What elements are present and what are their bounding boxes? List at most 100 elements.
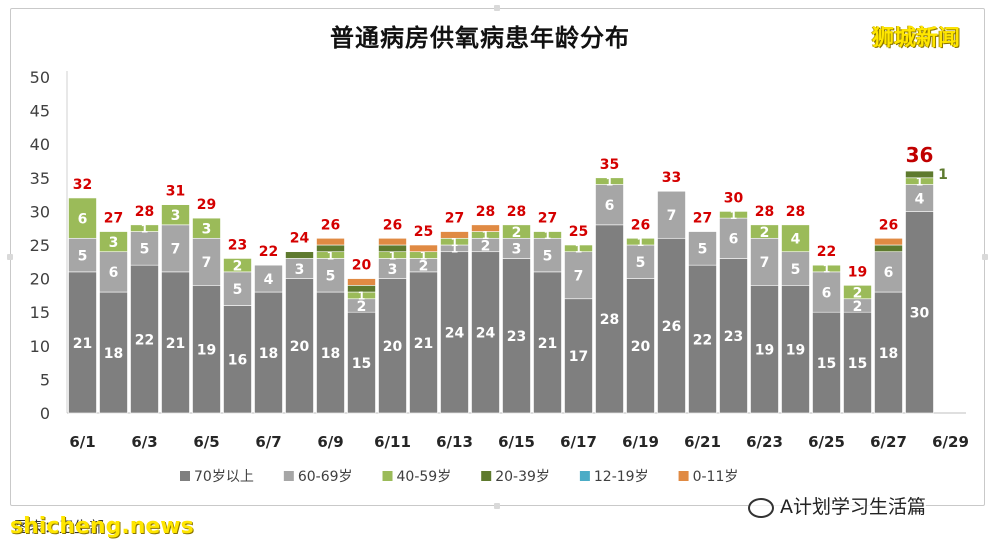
x-tick-label: 6/19 [622,433,659,451]
data-label: 24 [445,326,465,342]
bar-segment [812,264,841,273]
data-label: 1 [420,249,428,262]
bar-segment [378,278,407,414]
bar-segment [223,271,252,306]
total-label: 27 [104,211,123,227]
bar-segment [719,217,748,259]
data-label: 15 [817,356,836,372]
bar-segment [750,285,779,414]
legend-swatch [481,471,492,481]
data-label: 19 [197,342,216,358]
y-tick-label: 35 [30,169,50,188]
bar-segment [347,278,376,286]
bar-segment [502,224,531,239]
data-label: 7 [202,255,212,271]
data-label: 1 [358,290,366,303]
data-label: 6 [884,265,894,281]
bar-segment [471,251,500,414]
total-label: 19 [848,264,867,280]
data-label: 3 [202,222,212,238]
data-label: 3 [512,242,522,258]
bar-segment [254,264,283,293]
bar-segment [223,305,252,414]
total-label: 26 [631,217,650,233]
total-label: 28 [755,204,774,220]
data-label: 20 [631,339,651,355]
data-label: 7 [574,269,584,285]
bar-segment [130,224,159,232]
data-label: 1 [823,263,831,276]
x-tick-label: 6/7 [255,433,281,451]
resize-handle-top[interactable] [494,5,500,11]
data-label: 4 [791,232,801,248]
data-label: 3 [388,262,398,278]
bar-segment [564,251,593,300]
data-label: 21 [166,336,185,352]
total-label: 23 [228,237,247,253]
total-label: 28 [786,204,805,220]
bar-segment [68,197,97,239]
total-label: 22 [259,244,278,260]
caption: 图表：卫生部 [14,518,105,536]
bar-segment [595,184,624,226]
data-label: 1 [451,236,459,249]
data-label: 1 [730,209,738,222]
data-label: 19 [786,342,805,358]
bar-segment [161,204,190,226]
data-label: 3 [171,208,181,224]
data-label: 6 [78,211,88,227]
y-tick-label: 25 [30,236,50,255]
total-label: 30 [724,190,744,206]
total-label: 26 [321,217,340,233]
bar-segment [874,244,903,253]
bar-segment [192,285,221,414]
bar-segment [905,211,934,414]
bar-segment [595,177,624,185]
data-label: 5 [233,282,243,298]
legend-layer: 70岁以上 60-69岁 40-59岁 20-39岁 12-19岁 0-11岁 [180,469,738,485]
watermark-text: A计划学习生活篇 [780,496,926,518]
bar-segment [657,237,686,414]
x-tick-label: 6/17 [560,433,597,451]
bar-segment [874,237,903,246]
x-tick-label: 6/9 [317,433,343,451]
bar-segment [161,224,190,273]
bar-segment [533,237,562,273]
data-label: 5 [140,242,150,258]
bar-segment [626,244,655,279]
data-label: 2 [419,258,429,274]
bar-segment [843,285,872,300]
x-tick-label: 6/1 [69,433,95,451]
legend-label: 12-19岁 [594,469,649,485]
legend-label: 60-69岁 [298,469,353,485]
data-label: 6 [605,198,615,214]
data-label: 3 [109,235,119,251]
resize-handle-bottom[interactable] [494,503,500,509]
bar-segment [750,224,779,239]
bar-segment [750,237,779,286]
total-label: 28 [135,204,154,220]
x-tick-label: 6/11 [374,433,411,451]
data-label: 1 [141,222,149,235]
bar-segment [688,231,717,266]
total-label: 26 [383,217,402,233]
total-label: 27 [693,211,712,227]
data-label: 22 [693,332,712,348]
y-tick-label: 45 [30,102,50,121]
resize-handle-left[interactable] [7,254,13,260]
bar-segment [688,264,717,414]
bar-segment [440,251,469,414]
bar-segment [440,231,469,239]
data-label: 18 [321,346,340,362]
y-tick-label: 15 [30,303,50,322]
bar-segment [409,244,438,253]
bar-segment [564,244,593,253]
y-tick-label: 5 [40,370,50,389]
y-tick-label: 20 [30,270,50,289]
data-label: 2 [760,225,770,241]
bar-segment [564,298,593,414]
resize-handle-right[interactable] [982,254,988,260]
data-label: 1 [575,243,583,256]
data-label: 24 [476,326,496,342]
